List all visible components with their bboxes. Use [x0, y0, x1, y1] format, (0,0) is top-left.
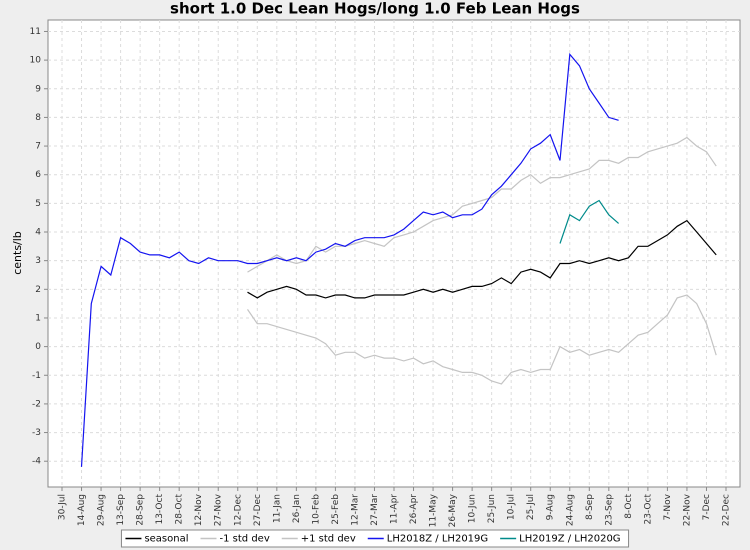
- x-tick-label: 10-Jun: [468, 494, 478, 523]
- series-line: [80, 52, 619, 467]
- y-tick-label: 4: [35, 228, 41, 238]
- x-tick-label: 27-Dec: [253, 494, 263, 526]
- y-tick-label: 2: [35, 285, 41, 295]
- x-tick-label: 7-Nov: [663, 493, 673, 520]
- y-tick-label: 6: [35, 170, 41, 180]
- y-tick-label: -3: [32, 428, 41, 438]
- x-tick-label: 27-Nov: [214, 493, 224, 526]
- x-tick-label: 13-Oct: [155, 494, 165, 525]
- x-tick-label: 8-Sep: [585, 494, 595, 520]
- x-tick-label: 28-Sep: [136, 494, 146, 526]
- x-tick-label: 30-Jul: [58, 494, 68, 520]
- y-axis-label: cents/lb: [11, 231, 24, 275]
- legend-label: -1 std dev: [220, 534, 270, 545]
- x-tick-label: 22-Dec: [722, 494, 732, 526]
- legend-label: seasonal: [144, 534, 188, 545]
- y-tick-label: -2: [32, 399, 41, 409]
- x-tick-label: 23-Sep: [604, 494, 614, 526]
- x-tick-label: 26-May: [448, 493, 458, 527]
- series-line: [247, 294, 717, 385]
- x-tick-label: 12-Dec: [233, 494, 243, 526]
- y-tick-label: 11: [30, 27, 41, 37]
- y-tick-label: 10: [30, 56, 42, 66]
- x-tick-label: 11-May: [429, 493, 439, 527]
- x-tick-label: 23-Oct: [643, 494, 653, 525]
- x-tick-label: 13-Sep: [116, 494, 126, 526]
- x-tick-label: 12-Nov: [194, 493, 204, 526]
- y-tick-label: 7: [35, 142, 41, 152]
- x-tick-label: 28-Oct: [175, 494, 185, 525]
- legend: seasonal -1 std dev +1 std dev LH2018Z / LH…: [120, 529, 630, 548]
- series-line: [559, 199, 619, 244]
- x-tick-label: 10-Jul: [507, 494, 517, 520]
- x-tick-label: 8-Oct: [624, 494, 634, 519]
- y-tick-label: 0: [35, 342, 41, 352]
- x-tick-label: 7-Dec: [702, 494, 712, 520]
- x-tick-label: 26-Jan: [292, 494, 302, 523]
- x-tick-label: 27-Mar: [370, 494, 380, 526]
- x-tick-label: 26-Apr: [409, 494, 419, 524]
- y-tick-label: -1: [32, 371, 41, 381]
- x-tick-label: 14-Aug: [77, 494, 87, 526]
- x-tick-label: 29-Aug: [97, 494, 107, 526]
- chart-title: short 1.0 Dec Lean Hogs/long 1.0 Feb Lea…: [170, 0, 580, 18]
- x-tick-label: 10-Feb: [311, 494, 321, 525]
- y-tick-label: -4: [32, 457, 41, 467]
- legend-label: +1 std dev: [301, 534, 356, 545]
- x-tick-label: 11-Jan: [272, 494, 282, 523]
- x-tick-label: 11-Apr: [390, 494, 400, 524]
- y-tick-label: 1: [35, 313, 41, 323]
- legend-label: LH2019Z / LH2020G: [519, 534, 620, 545]
- x-tick-label: 22-Nov: [682, 493, 692, 526]
- y-tick-label: 3: [35, 256, 41, 266]
- plot-area: [47, 19, 741, 488]
- series-line: [247, 219, 717, 299]
- x-tick-label: 9-Aug: [546, 494, 556, 520]
- x-tick-label: 25-Jun: [487, 494, 497, 523]
- y-tick-label: 8: [35, 113, 41, 123]
- x-tick-label: 25-Jul: [526, 494, 536, 520]
- x-tick-label: 24-Aug: [565, 494, 575, 526]
- y-tick-label: 9: [35, 84, 41, 94]
- series-line: [247, 136, 717, 273]
- legend-label: LH2018Z / LH2019G: [387, 534, 488, 545]
- x-tick-label: 12-Mar: [350, 494, 360, 526]
- y-tick-label: 5: [35, 199, 41, 209]
- x-tick-label: 25-Feb: [331, 494, 341, 525]
